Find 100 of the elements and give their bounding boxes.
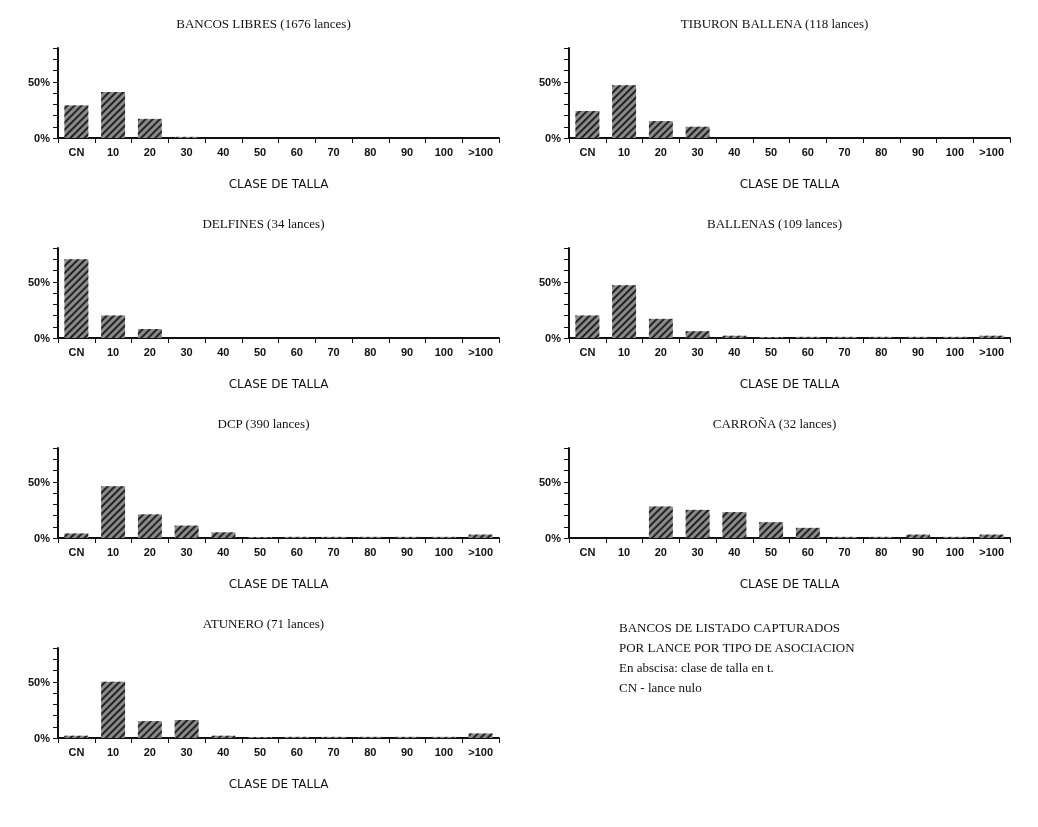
x-tick-label: 40 — [728, 545, 741, 558]
y-tick-label: 50% — [538, 475, 562, 488]
x-tick-label: 90 — [401, 345, 414, 358]
y-tick-label: 0% — [545, 132, 562, 144]
x-tick-label: 80 — [364, 145, 377, 158]
x-axis-title: CLASE DE TALLA — [228, 177, 330, 191]
x-tick-label: 10 — [107, 345, 120, 358]
x-tick-label: 20 — [143, 745, 156, 758]
x-tick-label: 10 — [107, 145, 120, 158]
chart-title: ATUNERO (71 lances) — [202, 616, 325, 631]
x-tick-label: 80 — [875, 145, 888, 158]
text: CN - lance nulo — [619, 679, 703, 697]
x-axis-title: CLASE DE TALLA — [228, 777, 330, 791]
x-tick-label: 100 — [945, 345, 965, 358]
y-tick-label: 0% — [34, 732, 51, 744]
x-tick-label: >100 — [979, 345, 1005, 358]
x-tick-label: >100 — [468, 145, 494, 158]
x-tick-label: 40 — [217, 545, 230, 558]
y-tick-label: 50% — [27, 75, 51, 88]
x-tick-label: CN — [579, 345, 596, 358]
x-tick-label: 60 — [290, 145, 303, 158]
x-tick-label: 70 — [838, 545, 851, 558]
x-tick-label: 40 — [728, 145, 741, 158]
x-tick-label: 70 — [327, 545, 340, 558]
x-tick-label: 80 — [875, 345, 888, 358]
x-tick-label: >100 — [979, 545, 1005, 558]
x-tick-label: CN — [68, 145, 85, 158]
x-tick-label: 10 — [618, 345, 631, 358]
x-tick-label: 40 — [728, 345, 741, 358]
x-tick-label: 60 — [290, 345, 303, 358]
text: En abscisa: clase de talla en t. — [619, 659, 775, 677]
y-tick-label: 50% — [538, 75, 562, 88]
x-tick-label: 30 — [180, 145, 193, 158]
x-tick-label: CN — [579, 545, 596, 558]
x-tick-label: 100 — [434, 345, 454, 358]
x-tick-label: 90 — [401, 145, 414, 158]
y-tick-label: 0% — [34, 332, 51, 344]
x-tick-label: 50 — [765, 345, 778, 358]
x-tick-label: 30 — [691, 545, 704, 558]
x-tick-label: >100 — [468, 345, 494, 358]
chart-title: TIBURON BALLENA (118 lances) — [680, 16, 869, 31]
y-tick-label: 0% — [34, 132, 51, 144]
x-tick-label: 10 — [107, 545, 120, 558]
x-tick-label: >100 — [468, 545, 494, 558]
x-tick-label: 50 — [765, 145, 778, 158]
x-tick-label: 90 — [401, 745, 414, 758]
x-tick-label: 20 — [654, 145, 667, 158]
x-tick-label: 60 — [290, 745, 303, 758]
x-tick-label: 30 — [180, 545, 193, 558]
x-axis-title: CLASE DE TALLA — [739, 577, 841, 591]
x-tick-label: 30 — [180, 345, 193, 358]
y-tick-label: 50% — [27, 475, 51, 488]
x-tick-label: >100 — [979, 145, 1005, 158]
text: BANCOS DE LISTADO CAPTURADOS — [619, 619, 842, 637]
x-tick-label: 40 — [217, 345, 230, 358]
y-tick-label: 0% — [34, 532, 51, 544]
x-tick-label: 20 — [143, 545, 156, 558]
y-tick-label: 0% — [545, 532, 562, 544]
x-tick-label: 50 — [254, 745, 267, 758]
x-tick-label: 80 — [364, 745, 377, 758]
x-tick-label: 100 — [945, 145, 965, 158]
y-tick-label: 50% — [27, 275, 51, 288]
x-axis-title: CLASE DE TALLA — [228, 577, 330, 591]
chart-title: CARROÑA (32 lances) — [712, 416, 837, 431]
x-tick-label: >100 — [468, 745, 494, 758]
x-tick-label: 70 — [327, 345, 340, 358]
x-tick-label: CN — [68, 745, 85, 758]
x-tick-label: 10 — [618, 545, 631, 558]
x-tick-label: 100 — [945, 545, 965, 558]
x-tick-label: 30 — [180, 745, 193, 758]
x-tick-label: CN — [68, 345, 85, 358]
x-axis-title: CLASE DE TALLA — [739, 177, 841, 191]
x-axis-title: CLASE DE TALLA — [228, 377, 330, 391]
chart-title: DCP (390 lances) — [217, 416, 310, 431]
x-tick-label: 80 — [875, 545, 888, 558]
x-tick-label: 80 — [364, 345, 377, 358]
x-tick-label: 100 — [434, 545, 454, 558]
x-tick-label: 90 — [912, 345, 925, 358]
x-tick-label: 50 — [254, 345, 267, 358]
x-tick-label: 70 — [327, 745, 340, 758]
x-tick-label: 60 — [290, 545, 303, 558]
x-tick-label: 70 — [838, 145, 851, 158]
x-tick-label: 40 — [217, 745, 230, 758]
x-tick-label: 70 — [327, 145, 340, 158]
x-tick-label: 20 — [654, 345, 667, 358]
x-tick-label: CN — [579, 145, 596, 158]
x-axis-title: CLASE DE TALLA — [739, 377, 841, 391]
x-tick-label: 30 — [691, 345, 704, 358]
x-tick-label: 20 — [143, 345, 156, 358]
chart-title: DELFINES (34 lances) — [202, 216, 325, 231]
x-tick-label: 50 — [254, 145, 267, 158]
chart-title: BALLENAS (109 lances) — [706, 216, 843, 231]
y-tick-label: 0% — [545, 332, 562, 344]
x-tick-label: 100 — [434, 745, 454, 758]
chart-title: BANCOS LIBRES (1676 lances) — [176, 16, 351, 31]
x-tick-label: 40 — [217, 145, 230, 158]
x-tick-label: 100 — [434, 145, 454, 158]
x-tick-label: 50 — [765, 545, 778, 558]
x-tick-label: 10 — [107, 745, 120, 758]
x-tick-label: 50 — [254, 545, 267, 558]
